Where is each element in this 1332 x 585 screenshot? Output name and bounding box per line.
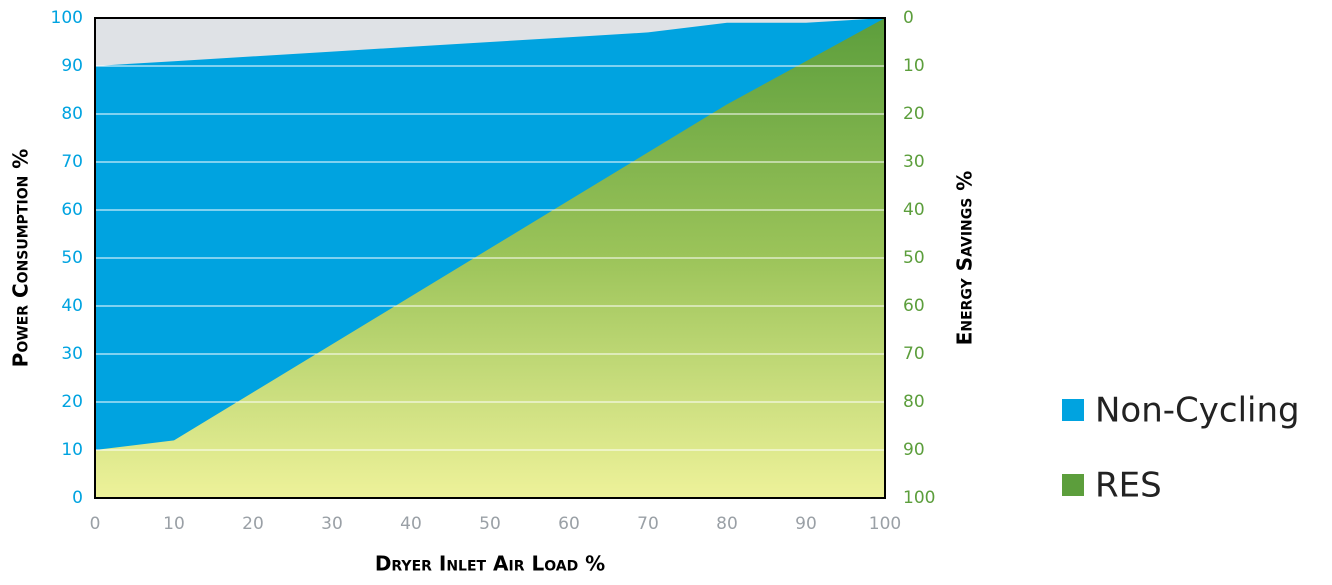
y2-tick-label: 80 (903, 392, 925, 412)
y-axis-title: Power Consumption % (9, 149, 33, 368)
x-tick-label: 10 (163, 514, 185, 534)
x-tick-label: 70 (637, 514, 659, 534)
y2-tick-label: 50 (903, 248, 925, 268)
x-tick-label: 80 (716, 514, 738, 534)
y-tick-label: 100 (51, 8, 83, 28)
legend-label: RES (1095, 466, 1162, 506)
legend-swatch (1062, 474, 1084, 496)
y-tick-label: 70 (61, 152, 83, 172)
y2-tick-label: 60 (903, 296, 925, 316)
y-tick-label: 10 (61, 440, 83, 460)
x-axis-title: Dryer Inlet Air Load % (375, 552, 605, 576)
x-tick-label: 100 (869, 514, 901, 534)
x-tick-label: 90 (795, 514, 817, 534)
x-tick-label: 40 (400, 514, 422, 534)
y2-tick-label: 40 (903, 200, 925, 220)
y-tick-label: 50 (61, 248, 83, 268)
x-tick-label: 60 (558, 514, 580, 534)
y-tick-label: 40 (61, 296, 83, 316)
y-tick-label: 90 (61, 56, 83, 76)
y-tick-label: 60 (61, 200, 83, 220)
legend-label: Non-Cycling (1095, 391, 1300, 431)
y2-tick-label: 0 (903, 8, 914, 28)
y2-tick-label: 70 (903, 344, 925, 364)
y2-tick-label: 100 (903, 488, 935, 508)
y2-tick-label: 20 (903, 104, 925, 124)
y2-tick-label: 10 (903, 56, 925, 76)
y-tick-label: 30 (61, 344, 83, 364)
x-tick-label: 0 (90, 514, 101, 534)
y-tick-label: 80 (61, 104, 83, 124)
y-tick-label: 0 (72, 488, 83, 508)
legend-swatch (1062, 399, 1084, 421)
plot-frame (94, 17, 886, 499)
y-tick-label: 20 (61, 392, 83, 412)
y2-tick-label: 30 (903, 152, 925, 172)
y2-tick-label: 90 (903, 440, 925, 460)
x-tick-label: 20 (242, 514, 264, 534)
x-tick-label: 30 (321, 514, 343, 534)
x-tick-label: 50 (479, 514, 501, 534)
y2-axis-title: Energy Savings % (953, 171, 977, 346)
